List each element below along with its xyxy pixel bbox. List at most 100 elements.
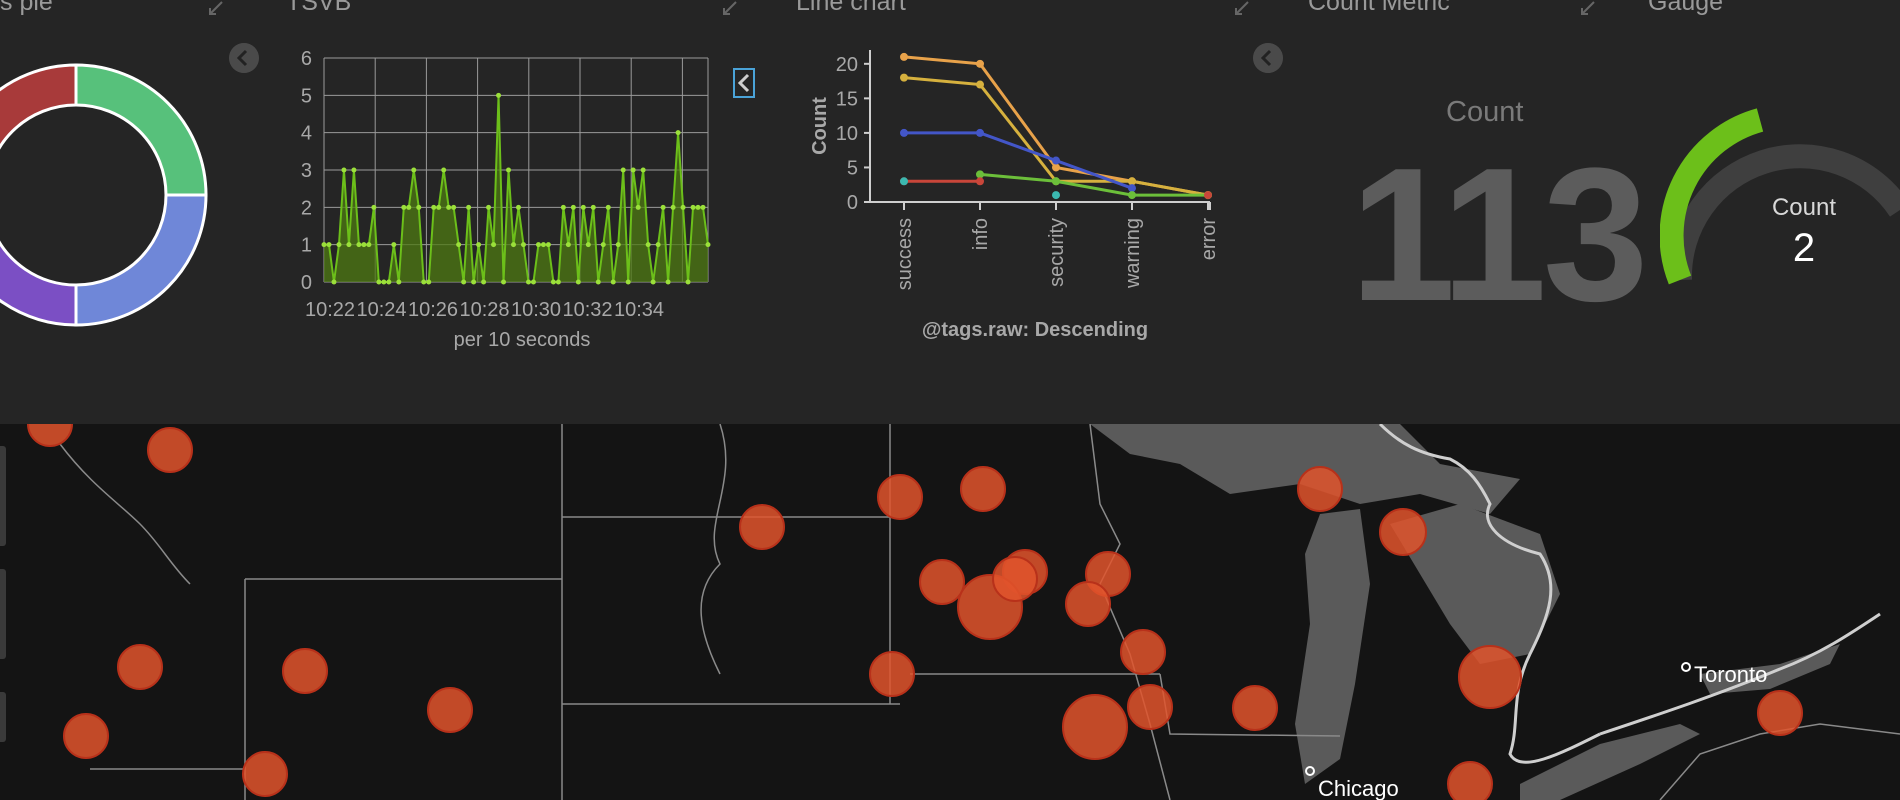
tsvb-point <box>676 130 681 135</box>
series-point <box>976 129 984 137</box>
tsvb-point <box>461 280 466 285</box>
x-tick-label: warning <box>1122 218 1144 289</box>
map-marker <box>1758 691 1802 735</box>
tsvb-point <box>561 205 566 210</box>
map-layers-control[interactable] <box>0 692 6 742</box>
lake-michigan <box>1295 509 1370 784</box>
expand-icon[interactable] <box>1234 0 1250 16</box>
series-point <box>1052 157 1060 165</box>
y-tick-label: 4 <box>301 123 312 145</box>
map-marker <box>243 752 287 796</box>
y-tick-label: 10 <box>836 123 858 145</box>
tsvb-point <box>446 205 451 210</box>
map-canvas[interactable]: Toronto Chicago <box>0 424 1900 800</box>
tsvb-point <box>376 280 381 285</box>
lake-erie <box>1520 724 1700 800</box>
tsvb-point <box>681 205 686 210</box>
tsvb-point <box>346 242 351 247</box>
series-point <box>900 74 908 82</box>
tsvb-point <box>531 280 536 285</box>
series-point <box>1052 177 1060 185</box>
tsvb-point <box>706 242 711 247</box>
tsvb-point <box>696 205 701 210</box>
x-tick-label: 10:24 <box>356 299 406 321</box>
tsvb-point <box>646 242 651 247</box>
x-tick-label: error <box>1198 218 1220 261</box>
map-marker <box>1380 509 1426 555</box>
tsvb-point <box>326 242 331 247</box>
tsvb-point <box>606 205 611 210</box>
tsvb-point <box>516 205 521 210</box>
tsvb-point <box>586 242 591 247</box>
y-tick-label: 0 <box>301 272 312 294</box>
series-point <box>976 60 984 68</box>
panel-title-count-metric: Count Metric <box>1308 0 1450 17</box>
map-marker <box>1233 686 1277 730</box>
tsvb-point <box>576 280 581 285</box>
tsvb-point <box>336 242 341 247</box>
map-marker <box>1448 762 1492 800</box>
x-tick-label: 10:28 <box>459 299 509 321</box>
series-point <box>1052 163 1060 171</box>
map-draw-control[interactable] <box>0 569 6 659</box>
tsvb-point <box>416 205 421 210</box>
y-tick-label: 5 <box>847 157 858 179</box>
series-line <box>904 57 1208 195</box>
map-marker <box>283 649 327 693</box>
series-point <box>1128 191 1136 199</box>
tsvb-point <box>496 93 501 98</box>
x-axis-label: per 10 seconds <box>454 329 591 351</box>
tsvb-point <box>481 280 486 285</box>
legend-toggle-icon[interactable] <box>229 43 259 73</box>
tsvb-point <box>521 242 526 247</box>
tsvb-point <box>341 168 346 173</box>
pie-slice <box>0 65 76 195</box>
tsvb-point <box>401 205 406 210</box>
map-marker <box>118 645 162 689</box>
tsvb-point <box>436 205 441 210</box>
x-axis-label: @tags.raw: Descending <box>922 319 1148 341</box>
tsvb-point <box>406 205 411 210</box>
series-point <box>900 53 908 61</box>
tsvb-point <box>426 280 431 285</box>
expand-icon[interactable] <box>722 0 738 16</box>
map-marker <box>1063 695 1127 759</box>
x-tick-label: 10:34 <box>614 299 664 321</box>
map-marker <box>878 475 922 519</box>
collapse-legend-icon[interactable] <box>733 68 755 98</box>
y-tick-label: 1 <box>301 235 312 257</box>
coordinate-map[interactable]: Toronto Chicago <box>0 424 1900 800</box>
series-point <box>900 129 908 137</box>
gauge-label: Count <box>1756 194 1852 222</box>
tsvb-point <box>386 280 391 285</box>
map-marker <box>920 560 964 604</box>
pie-slice <box>0 228 76 325</box>
map-marker <box>1459 646 1521 708</box>
x-tick-label: 10:22 <box>305 299 355 321</box>
legend-toggle-icon[interactable] <box>1253 43 1283 73</box>
tsvb-point <box>441 168 446 173</box>
expand-icon[interactable] <box>208 0 224 16</box>
tsvb-point <box>546 242 551 247</box>
map-marker <box>28 424 72 446</box>
map-marker <box>1128 685 1172 729</box>
series-point <box>976 81 984 89</box>
tsvb-point <box>491 242 496 247</box>
expand-icon[interactable] <box>1580 0 1596 16</box>
x-tick-label: 10:26 <box>408 299 458 321</box>
y-tick-label: 0 <box>847 192 858 214</box>
tsvb-point <box>661 205 666 210</box>
tsvb-point <box>381 280 386 285</box>
tsvb-point <box>411 168 416 173</box>
x-tick-label: security <box>1046 218 1068 287</box>
tsvb-point <box>686 280 691 285</box>
map-zoom-control[interactable] <box>0 446 6 546</box>
panel-title-line-chart: Line chart <box>796 0 906 17</box>
tsvb-point <box>506 168 511 173</box>
tsvb-point <box>551 280 556 285</box>
y-axis-label: Count <box>809 97 831 155</box>
pie-slice <box>76 65 206 195</box>
tsvb-point <box>356 242 361 247</box>
tsvb-point <box>626 280 631 285</box>
y-tick-label: 20 <box>836 54 858 76</box>
